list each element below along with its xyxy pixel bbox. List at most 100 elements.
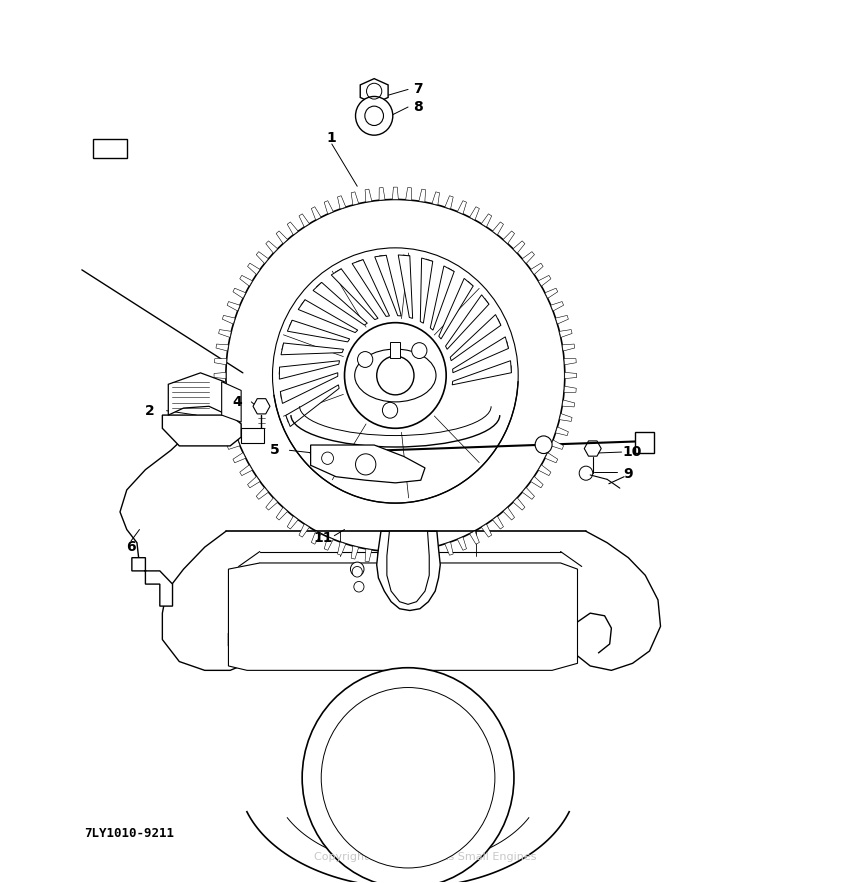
Text: 11: 11 — [314, 532, 333, 546]
Polygon shape — [375, 255, 401, 316]
Polygon shape — [503, 508, 514, 520]
Circle shape — [354, 581, 364, 592]
Polygon shape — [266, 241, 278, 253]
Polygon shape — [530, 263, 543, 275]
Polygon shape — [132, 558, 173, 606]
Circle shape — [358, 351, 373, 367]
Polygon shape — [453, 336, 508, 373]
Polygon shape — [214, 358, 227, 365]
Polygon shape — [280, 360, 339, 379]
Polygon shape — [481, 214, 491, 227]
Polygon shape — [332, 268, 378, 320]
Polygon shape — [233, 453, 246, 463]
Polygon shape — [360, 79, 388, 103]
Polygon shape — [256, 252, 269, 263]
Polygon shape — [93, 139, 127, 158]
Polygon shape — [564, 386, 576, 392]
Polygon shape — [324, 537, 333, 550]
Text: 1: 1 — [327, 131, 337, 145]
Polygon shape — [393, 552, 399, 564]
Polygon shape — [377, 532, 440, 610]
Text: Copyright © 2020 - Jacks Small Engines: Copyright © 2020 - Jacks Small Engines — [314, 852, 536, 862]
Polygon shape — [564, 358, 576, 365]
Polygon shape — [545, 453, 558, 463]
Polygon shape — [564, 373, 576, 379]
Polygon shape — [450, 314, 501, 360]
Polygon shape — [379, 187, 385, 200]
Polygon shape — [168, 373, 224, 415]
Polygon shape — [266, 498, 278, 510]
Polygon shape — [337, 196, 346, 209]
Polygon shape — [286, 385, 339, 426]
Polygon shape — [545, 288, 558, 298]
Polygon shape — [227, 440, 240, 449]
Polygon shape — [256, 487, 269, 499]
Polygon shape — [457, 200, 467, 214]
Polygon shape — [287, 516, 298, 529]
Circle shape — [226, 200, 564, 552]
Text: 7LY1010-9211: 7LY1010-9211 — [84, 826, 174, 840]
Text: 4: 4 — [232, 395, 241, 409]
Polygon shape — [218, 329, 231, 337]
Polygon shape — [216, 400, 229, 407]
Polygon shape — [559, 413, 572, 421]
Polygon shape — [214, 373, 226, 379]
Polygon shape — [298, 299, 358, 333]
Circle shape — [355, 454, 376, 475]
Text: JACKS©: JACKS© — [337, 440, 446, 464]
Polygon shape — [556, 315, 569, 324]
Polygon shape — [287, 321, 349, 342]
Circle shape — [302, 668, 514, 883]
Polygon shape — [538, 464, 551, 476]
Polygon shape — [218, 413, 231, 421]
Polygon shape — [530, 477, 543, 487]
Polygon shape — [366, 549, 371, 562]
Circle shape — [536, 436, 552, 454]
Polygon shape — [559, 329, 572, 337]
Polygon shape — [276, 231, 287, 244]
Polygon shape — [216, 344, 229, 351]
Circle shape — [411, 343, 427, 358]
Bar — [390, 342, 400, 358]
Polygon shape — [562, 400, 575, 407]
Polygon shape — [551, 302, 564, 311]
Polygon shape — [214, 386, 227, 392]
Polygon shape — [432, 546, 439, 559]
Polygon shape — [635, 432, 654, 453]
Polygon shape — [241, 428, 264, 443]
Polygon shape — [445, 542, 453, 555]
Polygon shape — [469, 531, 479, 544]
Polygon shape — [481, 524, 491, 537]
Polygon shape — [445, 295, 489, 350]
Polygon shape — [227, 302, 240, 311]
Polygon shape — [430, 266, 454, 330]
Polygon shape — [420, 258, 433, 323]
Polygon shape — [351, 546, 359, 559]
Polygon shape — [457, 537, 467, 550]
Polygon shape — [439, 278, 473, 339]
Polygon shape — [492, 516, 503, 529]
Polygon shape — [387, 532, 429, 604]
Polygon shape — [419, 189, 426, 202]
Polygon shape — [310, 445, 425, 483]
Polygon shape — [280, 373, 337, 404]
Text: 9: 9 — [624, 467, 633, 481]
Polygon shape — [276, 508, 287, 520]
Circle shape — [344, 322, 446, 428]
Text: 2: 2 — [144, 404, 155, 418]
Circle shape — [365, 106, 383, 125]
Polygon shape — [405, 551, 411, 563]
Circle shape — [355, 96, 393, 135]
Polygon shape — [419, 549, 426, 562]
Circle shape — [321, 452, 333, 464]
Polygon shape — [311, 531, 321, 544]
Polygon shape — [324, 200, 333, 214]
Circle shape — [350, 562, 364, 577]
Circle shape — [382, 403, 398, 419]
Polygon shape — [379, 551, 385, 563]
Circle shape — [377, 356, 414, 395]
Polygon shape — [299, 524, 309, 537]
Polygon shape — [240, 275, 252, 286]
Polygon shape — [562, 344, 575, 351]
Polygon shape — [352, 260, 389, 316]
